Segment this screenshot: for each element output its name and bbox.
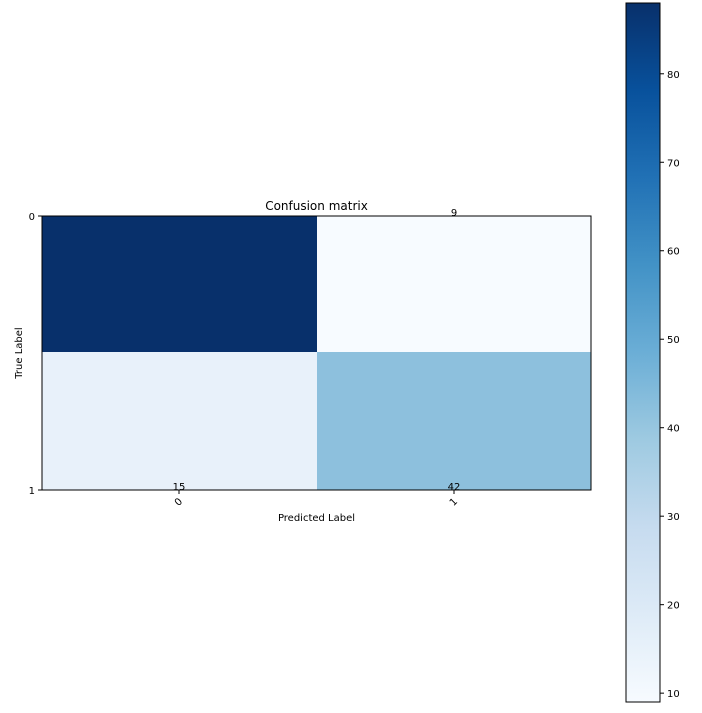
heatmap-cell-0-1: [317, 216, 591, 352]
colorbar-tick-label-60: 60: [667, 247, 680, 258]
heatmap-cells: [42, 216, 591, 490]
heatmap-cell-0-0: [42, 216, 317, 352]
x-tick-label-1: 1: [448, 496, 460, 508]
heatmap-cell-1-1: [317, 352, 591, 490]
colorbar: [625, 2, 661, 703]
y-tick-label-0: 0: [29, 212, 35, 223]
heatmap-cell-1-0: [42, 352, 317, 490]
cell-label-1-1: 42: [448, 482, 461, 493]
colorbar-tick-label-70: 70: [667, 158, 680, 169]
x-axis-label: Predicted Label: [278, 513, 355, 524]
chart-title: Confusion matrix: [265, 199, 368, 213]
colorbar-tick-label-50: 50: [667, 335, 680, 346]
colorbar-tick-label-80: 80: [667, 70, 680, 81]
plot-frame: [41, 215, 592, 491]
colorbar-tick-label-10: 10: [667, 689, 680, 700]
colorbar-ticks: 10 20 30 40 50 60 70 80: [660, 70, 680, 700]
y-axis-label: True Label: [14, 327, 25, 379]
x-tick-label-0: 0: [173, 496, 185, 508]
cell-value-labels: 9 15 42: [173, 208, 461, 493]
colorbar-tick-label-40: 40: [667, 424, 680, 435]
cell-label-0-1: 9: [451, 208, 457, 219]
y-tick-label-1: 1: [29, 486, 35, 497]
colorbar-tick-label-30: 30: [667, 512, 680, 523]
cell-label-1-0: 15: [173, 482, 186, 493]
colorbar-tick-label-20: 20: [667, 601, 680, 612]
